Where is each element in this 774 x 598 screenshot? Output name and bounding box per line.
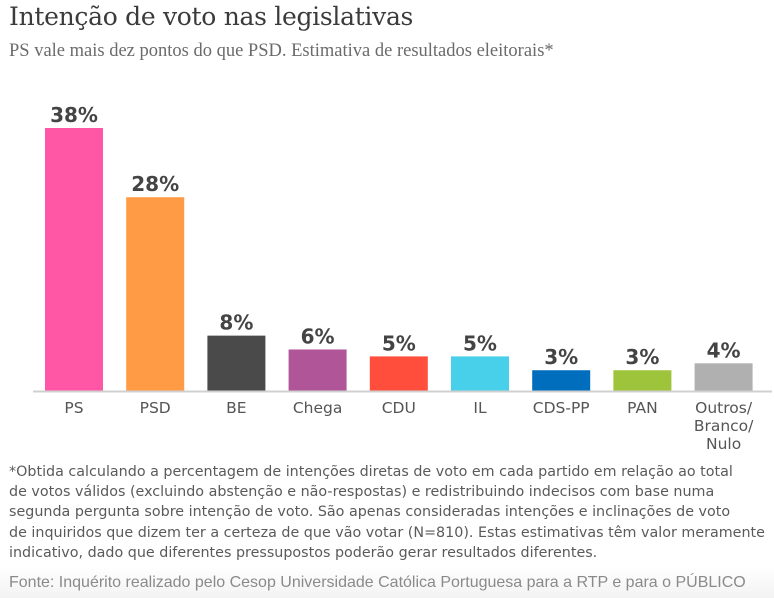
data-label: 8%: [219, 311, 253, 335]
chart-subtitle: PS vale mais dez pontos do que PSD. Esti…: [9, 41, 554, 61]
bar-be: [207, 335, 266, 391]
footnote-line: segunda pergunta sobre intenção de voto.…: [9, 504, 731, 521]
data-labels-group: 38% 28% 8% 6% 5% 5% 3% 3% 4%: [50, 103, 741, 369]
category-label: BE: [226, 399, 246, 417]
bar-cds-pp: [532, 370, 591, 391]
bar-chega: [288, 349, 347, 391]
bar-ps: [45, 128, 103, 391]
data-label: 28%: [131, 172, 179, 196]
data-label: 38%: [50, 103, 98, 127]
footnote-line: de votos válidos (excluindo abstenção e …: [9, 484, 715, 501]
category-label: PSD: [140, 399, 171, 417]
bar-psd: [126, 197, 185, 391]
footnote-line: de inquiridos que dizem ter a certeza de…: [9, 524, 765, 541]
bar-il: [451, 356, 509, 391]
data-label: 3%: [544, 345, 578, 369]
data-label: 4%: [707, 338, 741, 362]
category-label: Chega: [293, 399, 343, 417]
footnote: *Obtida calculando a percentagem de inte…: [9, 462, 769, 563]
source-text: Fonte: Inquérito realizado pelo Cesop Un…: [9, 574, 746, 591]
bar-outros-branco-nulo: [694, 363, 753, 391]
data-label: 5%: [463, 331, 497, 355]
category-label: PAN: [627, 399, 658, 417]
category-label: PS: [64, 399, 83, 417]
bar-chart: 38% 28% 8% 6% 5% 5% 3% 3% 4% PS PSD BE Chega CDU IL CD…: [33, 103, 772, 453]
category-label: IL: [473, 399, 487, 417]
bar-cdu: [369, 356, 428, 391]
footnote-line: indicativo, dado que diferentes pressupo…: [9, 544, 598, 561]
footnote-line: *Obtida calculando a percentagem de inte…: [9, 464, 733, 480]
data-label: 6%: [301, 324, 335, 348]
category-labels-group: PS PSD BE Chega CDU IL CDS-PP PAN Outros/Branco/…: [64, 399, 754, 453]
chart-title: Intenção de voto nas legislativas: [9, 2, 414, 31]
category-label: Outros/: [695, 399, 753, 417]
category-label: Branco/: [694, 417, 754, 435]
category-label: CDS-PP: [533, 399, 590, 417]
category-label: CDU: [382, 399, 416, 417]
bars-group: [45, 128, 753, 391]
data-label: 5%: [382, 331, 416, 355]
data-label: 3%: [625, 345, 659, 369]
category-label: Nulo: [706, 435, 741, 453]
source-background: [0, 566, 774, 598]
bar-pan: [613, 370, 672, 391]
